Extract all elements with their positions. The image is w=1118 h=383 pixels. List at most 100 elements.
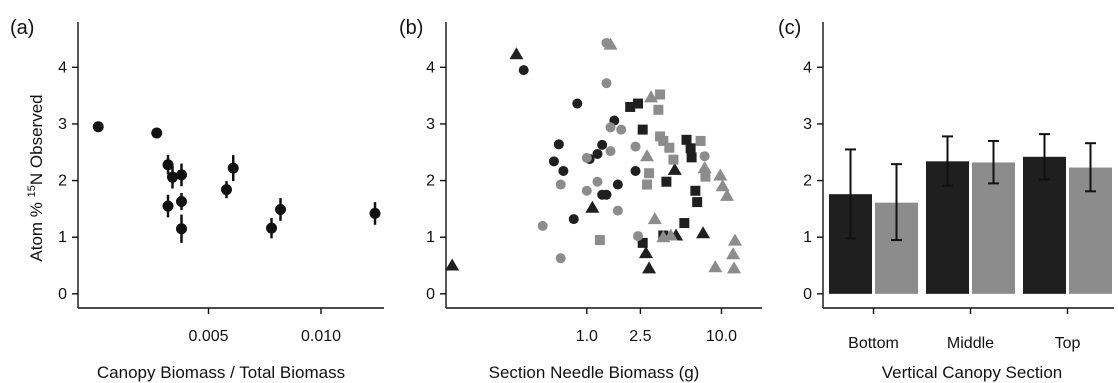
panel-b-data-point: [686, 152, 697, 163]
panel-b-data-point: [605, 122, 616, 133]
panel-b-data-point: [568, 214, 579, 225]
panel-b-data-point: [592, 176, 603, 187]
panel-b-data-point: [537, 220, 548, 231]
panel-a-data-point: [92, 121, 104, 133]
panel-b-data-point: [663, 228, 678, 241]
panel-b-data-point: [668, 154, 679, 165]
panel-c-category-label: Top: [1055, 335, 1081, 352]
panel-a-marks: 0 1 2 3 4 0.005 0.010: [58, 22, 384, 345]
panel-a-y-tick-label: 3: [58, 116, 67, 133]
panel-c: (c) Vertical Canopy Section 0 1 2 3 4 Bottom M…: [778, 17, 1114, 382]
panel-b-data-point: [697, 161, 712, 174]
panel-b-data-point: [581, 152, 592, 163]
panel-a: (a) Atom % 15N Observed Canopy Biomass /…: [10, 17, 384, 382]
panel-c-y-tick-label: 0: [803, 286, 812, 303]
panel-b: (b) Section Needle Biomass (g) 0 1 2 3 4 1.0 2…: [399, 17, 762, 382]
panel-b-data-point: [642, 179, 653, 190]
panel-b-data-point: [700, 171, 711, 182]
panel-b-data-point: [585, 200, 600, 213]
panel-b-data-point: [708, 260, 723, 273]
panel-b-x-tick-label: 10.0: [706, 328, 737, 345]
panel-b-data-point: [581, 185, 592, 196]
panel-b-label: (b): [399, 17, 423, 39]
panel-b-data-point: [555, 179, 566, 190]
panel-b-data-point: [726, 247, 741, 260]
panel-b-data-point: [630, 165, 641, 176]
panel-a-data-point: [176, 196, 187, 208]
panel-b-y-tick-label: 1: [426, 229, 435, 246]
panel-b-data-point: [597, 139, 608, 150]
panel-a-x-axis-title: Canopy Biomass / Total Biomass: [97, 363, 345, 382]
panel-b-data-point: [653, 104, 664, 115]
panel-b-data-point: [640, 149, 655, 162]
panel-b-data-point: [605, 146, 616, 157]
panel-b-data-point: [720, 188, 735, 201]
panel-c-x-axis-title: Vertical Canopy Section: [882, 363, 1063, 382]
panel-b-data-point: [594, 235, 605, 246]
panel-a-data-point: [162, 159, 174, 171]
panel-a-data-point: [176, 169, 187, 181]
panel-a-x-tick-label: 0.010: [301, 328, 341, 345]
panel-a-data-point: [227, 162, 239, 174]
panel-a-y-tick-label: 2: [58, 173, 67, 190]
panel-a-x-tick-label: 0.005: [188, 328, 228, 345]
panel-b-data-point: [637, 124, 648, 135]
panel-b-data-point: [696, 226, 711, 239]
panel-b-data-point: [695, 135, 706, 146]
panel-b-x-tick-label: 1.0: [576, 328, 598, 345]
panel-b-data-point: [644, 90, 659, 103]
panel-b-x-tick-label: 2.5: [629, 328, 651, 345]
panel-c-category-label: Middle: [947, 335, 994, 352]
panel-b-data-point: [572, 98, 583, 109]
panel-b-data-point: [633, 231, 644, 242]
panel-b-data-point: [592, 148, 603, 159]
panel-b-data-point: [664, 142, 675, 153]
panel-b-data-point: [690, 185, 701, 196]
panel-c-y-tick-label: 3: [803, 116, 812, 133]
panel-b-y-tick-label: 2: [426, 173, 435, 190]
panel-b-data-point: [630, 141, 641, 152]
panel-b-data-point: [637, 237, 648, 248]
panel-b-data-point: [642, 261, 657, 274]
panel-b-data-point: [644, 168, 655, 179]
panel-b-data-point: [727, 233, 742, 246]
panel-b-data-point: [625, 101, 636, 112]
panel-b-data-point: [667, 162, 682, 175]
panel-a-data-point: [221, 184, 232, 196]
panel-a-data-point: [167, 171, 178, 183]
panel-b-data-point: [633, 98, 644, 109]
panel-b-data-point: [655, 89, 666, 100]
panel-a-data-point: [176, 223, 187, 235]
panel-a-y-tick-label: 1: [58, 229, 67, 246]
panel-b-data-point: [612, 179, 623, 190]
panel-b-data-point: [445, 258, 460, 271]
panel-b-data-point: [518, 65, 529, 76]
panel-b-y-tick-label: 3: [426, 116, 435, 133]
panel-c-y-tick-label: 1: [803, 229, 812, 246]
panel-a-y-axis-title: Atom % 15N Observed: [26, 94, 46, 261]
panel-c-y-tick-label: 2: [803, 173, 812, 190]
panel-b-x-axis-title: Section Needle Biomass (g): [489, 363, 700, 382]
panel-b-data-point: [638, 246, 653, 259]
panel-b-data-point: [601, 78, 612, 89]
panel-a-y-tick-label: 4: [58, 59, 67, 76]
panel-b-data-point: [553, 139, 564, 150]
panel-b-data-point: [692, 197, 703, 208]
panel-b-data-point: [612, 205, 623, 216]
panel-b-data-point: [715, 179, 730, 192]
panel-b-y-tick-label: 0: [426, 286, 435, 303]
panel-b-data-point: [713, 168, 728, 181]
panel-b-data-point: [548, 156, 559, 167]
panel-b-marks: 0 1 2 3 4 1.0 2.5 10.0: [426, 22, 762, 345]
panel-b-data-point: [681, 134, 692, 145]
panel-b-data-point: [661, 176, 672, 187]
panel-b-data-point: [555, 253, 566, 264]
panel-b-data-point: [658, 135, 669, 146]
panel-b-y-tick-label: 4: [426, 59, 435, 76]
panel-b-data-point: [699, 151, 710, 162]
panel-a-data-point: [151, 127, 163, 139]
panel-b-data-point: [685, 143, 696, 154]
panel-c-category-label: Bottom: [848, 335, 899, 352]
panel-b-data-point: [727, 261, 742, 274]
